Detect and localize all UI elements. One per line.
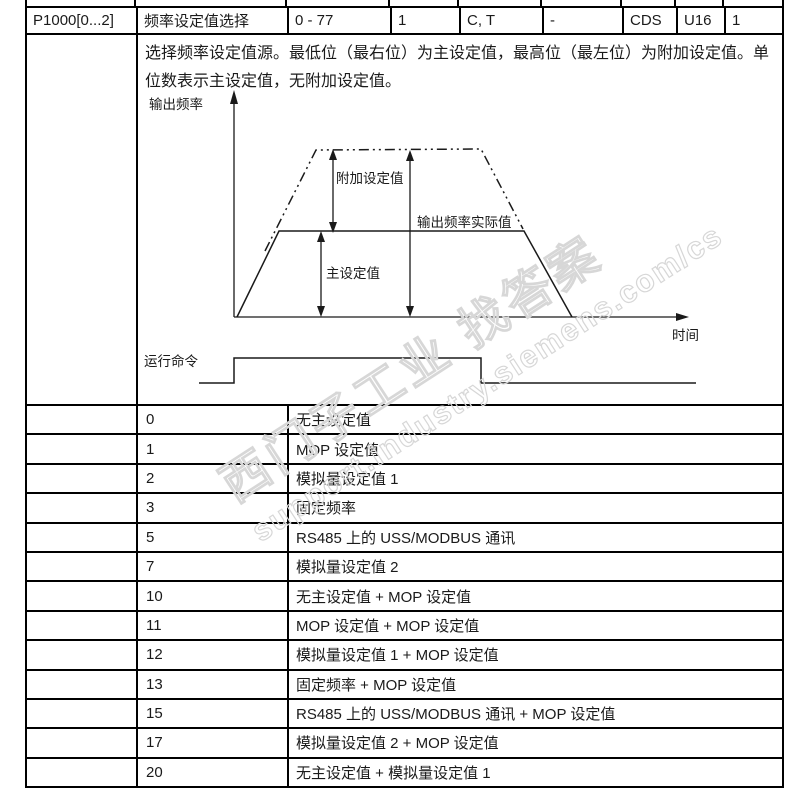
value-cell: 11 bbox=[136, 611, 287, 640]
arrow-down-icon bbox=[406, 306, 414, 317]
row-spacer-cell bbox=[27, 612, 136, 639]
param-range-cell: 0 - 77 bbox=[287, 8, 390, 33]
param-name-cell: 频率设定值选择 bbox=[136, 8, 287, 33]
value-cell: 0 bbox=[136, 406, 287, 434]
border-stub bbox=[782, 0, 784, 7]
value-cell: 7 bbox=[136, 552, 287, 581]
x-axis-arrow-icon bbox=[676, 313, 689, 321]
border-stub bbox=[285, 0, 287, 7]
row-spacer-cell bbox=[27, 494, 136, 521]
table-row: 3 固定频率 bbox=[27, 494, 782, 524]
arrow-down-icon bbox=[329, 222, 337, 233]
description-row: 输出频率 时间 附加设定值 bbox=[27, 35, 782, 406]
value-description-cell: RS485 上的 USS/MODBUS 通讯 + MOP 设定值 bbox=[287, 699, 782, 728]
table-row: 10 无主设定值 + MOP 设定值 bbox=[27, 582, 782, 612]
param-dataset-cell: CDS bbox=[622, 8, 676, 33]
value-description-cell: 无主设定值 + MOP 设定值 bbox=[287, 582, 782, 610]
table-row: 12 模拟量设定值 1 + MOP 设定值 bbox=[27, 641, 782, 671]
value-cell: 13 bbox=[136, 670, 287, 698]
value-cell: 15 bbox=[136, 699, 287, 728]
border-stub bbox=[540, 0, 542, 7]
arrow-up-icon bbox=[406, 150, 414, 161]
arrow-up-icon bbox=[317, 231, 325, 242]
row-spacer-cell bbox=[27, 406, 136, 433]
value-description-cell: 模拟量设定值 2 bbox=[287, 552, 782, 581]
value-cell: 20 bbox=[136, 758, 287, 787]
run-command-pulse bbox=[199, 357, 696, 384]
description-cell: 输出频率 时间 附加设定值 bbox=[136, 35, 782, 404]
table-row: 13 固定频率 + MOP 设定值 bbox=[27, 670, 782, 700]
value-cell: 10 bbox=[136, 582, 287, 610]
border-stub bbox=[620, 0, 622, 7]
value-description-cell: 模拟量设定值 1 bbox=[287, 464, 782, 493]
value-cell: 3 bbox=[136, 494, 287, 522]
table-row: 20 无主设定值 + 模拟量设定值 1 bbox=[27, 758, 782, 787]
border-stub bbox=[674, 0, 676, 7]
row-spacer-cell bbox=[27, 641, 136, 668]
table-row: 1 MOP 设定值 bbox=[27, 435, 782, 465]
param-datatype-cell: U16 bbox=[676, 8, 724, 33]
actual-output-line bbox=[236, 230, 573, 318]
value-description-cell: 模拟量设定值 1 + MOP 设定值 bbox=[287, 641, 782, 669]
border-stub bbox=[388, 0, 390, 7]
value-cell: 1 bbox=[136, 435, 287, 463]
value-cell: 12 bbox=[136, 641, 287, 669]
row-spacer-cell bbox=[27, 759, 136, 786]
row-spacer-cell bbox=[27, 582, 136, 609]
border-stub bbox=[457, 0, 459, 7]
parameter-table: P1000[0...2] 频率设定值选择 0 - 77 1 C, T - CDS… bbox=[25, 6, 784, 788]
parameter-description: 选择频率设定值源。最低位（最右位）为主设定值，最高位（最左位）为附加设定值。单位… bbox=[145, 45, 770, 90]
main-setpoint-label: 主设定值 bbox=[326, 266, 380, 281]
table-row: 7 模拟量设定值 2 bbox=[27, 552, 782, 583]
arrow-up-icon bbox=[329, 149, 337, 160]
value-description-cell: MOP 设定值 + MOP 设定值 bbox=[287, 611, 782, 640]
border-stub bbox=[25, 0, 27, 7]
param-change-state-cell: C, T bbox=[459, 8, 542, 33]
arrow-down-icon bbox=[317, 306, 325, 317]
table-row: 5 RS485 上的 USS/MODBUS 通讯 bbox=[27, 523, 782, 553]
border-stub bbox=[722, 0, 724, 7]
value-rows: 0 无主设定值 1 MOP 设定值 2 模拟量设定值 1 3 固定频率 5 RS485 上的 US… bbox=[27, 406, 782, 787]
y-axis-arrow-icon bbox=[230, 90, 238, 104]
value-description-cell: 无主设定值 bbox=[287, 406, 782, 434]
border-stub bbox=[134, 0, 136, 7]
row-spacer-cell bbox=[27, 671, 136, 698]
param-step-cell: 1 bbox=[390, 8, 459, 33]
table-row: 15 RS485 上的 USS/MODBUS 通讯 + MOP 设定值 bbox=[27, 699, 782, 730]
value-cell: 17 bbox=[136, 729, 287, 757]
value-description-cell: 无主设定值 + 模拟量设定值 1 bbox=[287, 758, 782, 787]
value-description-cell: 模拟量设定值 2 + MOP 设定值 bbox=[287, 729, 782, 757]
x-axis-label: 时间 bbox=[672, 328, 699, 343]
parameter-header-row: P1000[0...2] 频率设定值选择 0 - 77 1 C, T - CDS… bbox=[27, 8, 782, 35]
table-row: 11 MOP 设定值 + MOP 设定值 bbox=[27, 611, 782, 642]
run-command-label: 运行命令 bbox=[144, 353, 198, 369]
value-description-cell: MOP 设定值 bbox=[287, 435, 782, 463]
row-spacer-cell bbox=[27, 524, 136, 551]
param-number-cell: P1000[0...2] bbox=[33, 12, 114, 29]
param-scaling-cell: - bbox=[542, 8, 622, 33]
value-description-cell: 固定频率 + MOP 设定值 bbox=[287, 670, 782, 698]
table-row: 2 模拟量设定值 1 bbox=[27, 464, 782, 495]
actual-output-label: 输出频率实际值 bbox=[417, 214, 512, 230]
value-description-cell: RS485 上的 USS/MODBUS 通讯 bbox=[287, 523, 782, 551]
row-spacer-cell bbox=[27, 35, 136, 404]
value-cell: 2 bbox=[136, 464, 287, 493]
row-spacer-cell bbox=[27, 435, 136, 462]
table-row: 0 无主设定值 bbox=[27, 406, 782, 436]
value-description-cell: 固定频率 bbox=[287, 494, 782, 522]
row-spacer-cell bbox=[27, 700, 136, 727]
table-row: 17 模拟量设定值 2 + MOP 设定值 bbox=[27, 729, 782, 759]
param-default-cell: 1 bbox=[724, 8, 782, 33]
frequency-setpoint-diagram: 输出频率 时间 附加设定值 bbox=[144, 90, 699, 384]
additional-setpoint-label: 附加设定值 bbox=[336, 171, 404, 186]
value-cell: 5 bbox=[136, 523, 287, 551]
y-axis-label: 输出频率 bbox=[149, 96, 203, 112]
row-spacer-cell bbox=[27, 729, 136, 756]
setpoint-dashdot-line bbox=[264, 148, 524, 252]
row-spacer-cell bbox=[27, 553, 136, 580]
row-spacer-cell bbox=[27, 465, 136, 492]
